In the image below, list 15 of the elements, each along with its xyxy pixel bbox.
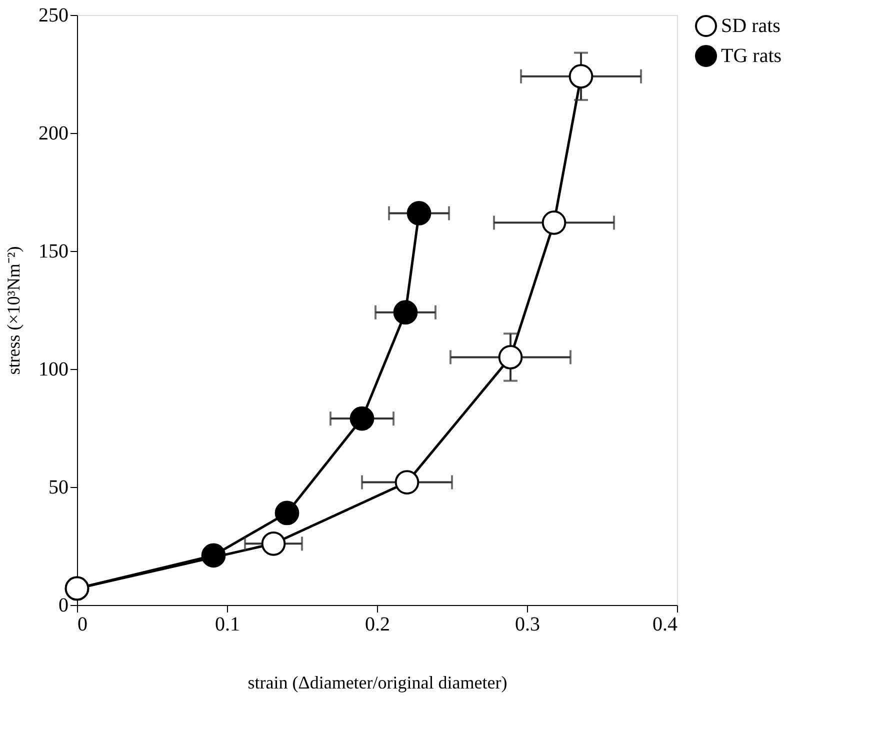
y-tick-label: 0	[58, 594, 68, 616]
legend-label: TG rats	[721, 45, 782, 67]
x-axis-title: strain (Δdiameter/original diameter)	[248, 672, 508, 692]
y-tick-label: 50	[48, 476, 68, 498]
x-tick-label: 0.1	[215, 614, 240, 636]
x-tick-label: 0.3	[515, 614, 540, 636]
y-tick-label: 150	[38, 240, 68, 262]
x-tick-label: 0	[78, 614, 88, 636]
y-axis-title: stress (×10³Nm⁻²)	[4, 246, 24, 375]
x-tick-label: 0.4	[652, 614, 678, 636]
y-tick-label: 200	[38, 122, 68, 144]
y-tick-label: 100	[38, 358, 68, 380]
legend-label: SD rats	[721, 15, 781, 37]
y-tick-label: 250	[38, 4, 68, 26]
x-tick-label: 0.2	[365, 614, 390, 636]
